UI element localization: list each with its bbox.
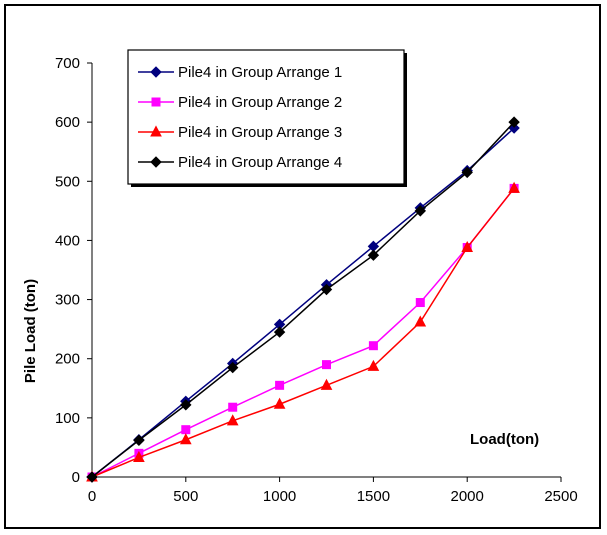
legend: Pile4 in Group Arrange 1 Pile4 in Group A… [127, 49, 407, 187]
x-tick-label: 1000 [263, 488, 296, 505]
data-point [320, 283, 333, 296]
data-point [226, 414, 239, 426]
data-point [273, 397, 286, 409]
series-3 [86, 181, 520, 482]
legend-item: Pile4 in Group Arrange 4 [138, 154, 342, 171]
x-tick-label: 1500 [357, 488, 390, 505]
data-point [368, 341, 378, 351]
data-point [273, 326, 286, 338]
x-axis-title: Load(ton) [470, 431, 539, 448]
data-point [320, 378, 333, 390]
legend-marker [150, 156, 162, 168]
y-tick-label: 600 [55, 114, 80, 131]
series-line [91, 127, 515, 478]
y-tick-label: 100 [55, 410, 80, 427]
data-point [461, 240, 474, 253]
data-point [228, 402, 238, 412]
y-tick-label: 500 [55, 173, 80, 190]
legend-item: Pile4 in Group Arrange 1 [138, 64, 342, 81]
data-point [367, 249, 380, 261]
legend-marker [150, 66, 162, 78]
data-point [508, 116, 520, 128]
series-line [91, 187, 515, 478]
series-4 [86, 116, 520, 483]
x-tick-label: 0 [88, 488, 96, 505]
y-axis-title: Pile Load (ton) [22, 279, 39, 383]
legend-item: Pile4 in Group Arrange 2 [138, 94, 342, 111]
data-point [275, 380, 285, 390]
data-point [414, 205, 427, 217]
y-tick-label: 300 [55, 292, 80, 309]
x-tick-label: 2000 [451, 488, 484, 505]
series-line [91, 187, 515, 478]
y-tick-label: 400 [55, 232, 80, 249]
y-tick-label: 0 [72, 469, 80, 486]
legend-item: Pile4 in Group Arrange 3 [138, 124, 342, 141]
axes: 0 100 200 300 400 500 600 700 0 500 1000 1500 2000 25… [55, 55, 578, 505]
data-point [181, 425, 191, 435]
series-layer [86, 116, 520, 483]
series-2 [87, 183, 519, 482]
data-point [461, 166, 473, 179]
legend-marker [150, 125, 162, 137]
data-point [508, 181, 520, 193]
data-point [179, 433, 192, 445]
data-point [415, 298, 425, 308]
data-point [414, 315, 427, 327]
data-point [180, 399, 192, 411]
x-tick-label: 2500 [544, 488, 577, 505]
data-point [133, 434, 145, 447]
legend-label: Pile4 in Group Arrange 1 [178, 64, 342, 81]
data-point [133, 450, 145, 462]
data-point [322, 360, 331, 370]
data-point [226, 361, 239, 374]
data-point [86, 471, 98, 483]
y-tick-label: 200 [55, 351, 80, 368]
legend-marker [151, 97, 161, 107]
series-line [91, 121, 515, 478]
data-point [367, 359, 380, 371]
legend-label: Pile4 in Group Arrange 4 [178, 154, 342, 171]
legend-label: Pile4 in Group Arrange 3 [178, 124, 342, 141]
chart-frame: 0 100 200 300 400 500 600 700 0 500 1000 1500 2000 25… [4, 4, 601, 529]
y-tick-label: 700 [55, 55, 80, 72]
x-tick-label: 500 [173, 488, 198, 505]
legend-label: Pile4 in Group Arrange 2 [178, 94, 342, 111]
pile-load-chart: 0 100 200 300 400 500 600 700 0 500 1000 1500 2000 25… [22, 49, 578, 505]
